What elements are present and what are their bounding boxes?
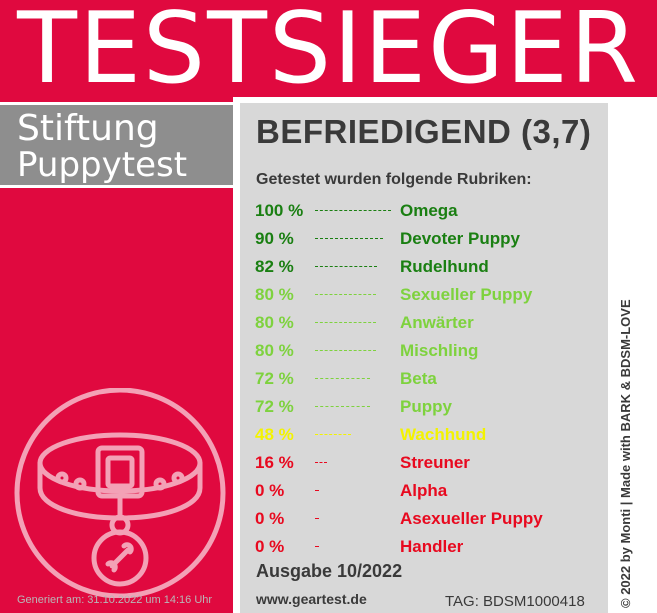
issue-label: Ausgabe 10/2022: [256, 561, 403, 581]
category-percent: 0 %: [255, 509, 285, 528]
category-percent: 16 %: [255, 453, 294, 472]
side-copyright: © 2022 by Monti | Made with BARK & BDSM-…: [618, 299, 633, 608]
category-percent: 82 %: [255, 257, 294, 276]
category-name: Devoter Puppy: [400, 229, 520, 248]
category-row: 80 % Mischling: [240, 339, 608, 363]
category-name: Anwärter: [400, 313, 474, 332]
result-panel: BEFRIEDIGEND (3,7) Getestet wurden folge…: [240, 103, 608, 613]
banner-title: TESTSIEGER: [17, 0, 640, 97]
category-row: 100 % Omega: [240, 199, 608, 223]
category-name: Omega: [400, 201, 458, 220]
category-row: 80 % Sexueller Puppy: [240, 283, 608, 307]
website-link[interactable]: www.geartest.de: [256, 591, 367, 607]
category-percent: 100 %: [255, 201, 304, 220]
category-name: Puppy: [400, 397, 452, 416]
category-percent: 0 %: [255, 537, 285, 556]
category-score-bar: [315, 294, 376, 295]
category-name: Mischling: [400, 341, 479, 360]
category-name: Beta: [400, 369, 437, 388]
tag-id: TAG: BDSM1000418: [445, 593, 585, 610]
brand-name-line2: Puppytest: [17, 145, 188, 185]
category-score-bar: [315, 322, 376, 323]
category-score-bar: [315, 406, 370, 407]
category-percent: 80 %: [255, 285, 294, 304]
category-row: 72 % Puppy: [240, 395, 608, 419]
generated-timestamp: Generiert am: 31.10.2022 um 14:16 Uhr: [17, 594, 213, 606]
category-row: 0 % Asexueller Puppy: [240, 507, 608, 531]
category-score-bar: [315, 490, 319, 491]
category-score-bar: [315, 378, 370, 379]
category-name: Rudelhund: [400, 257, 489, 276]
category-percent: 48 %: [255, 425, 294, 444]
category-percent: 72 %: [255, 397, 294, 416]
category-percent: 0 %: [255, 481, 285, 500]
category-score-bar: [315, 210, 391, 211]
category-name: Asexueller Puppy: [400, 509, 543, 528]
dog-collar-icon: [14, 388, 226, 598]
brand-box: Stiftung Puppytest: [0, 102, 233, 188]
category-row: 80 % Anwärter: [240, 311, 608, 335]
overall-rating: BEFRIEDIGEND (3,7): [256, 113, 592, 150]
category-percent: 72 %: [255, 369, 294, 388]
category-row: 90 % Devoter Puppy: [240, 227, 608, 251]
category-percent: 90 %: [255, 229, 294, 248]
category-score-bar: [315, 518, 319, 519]
category-row: 0 % Handler: [240, 535, 608, 559]
category-name: Streuner: [400, 453, 470, 472]
category-score-bar: [315, 462, 327, 463]
category-name: Alpha: [400, 481, 448, 500]
category-name: Sexueller Puppy: [400, 285, 533, 304]
category-name: Wachhund: [400, 425, 487, 444]
categories-intro: Getestet wurden folgende Rubriken:: [256, 171, 532, 188]
category-score-bar: [315, 434, 351, 435]
category-row: 16 % Streuner: [240, 451, 608, 475]
category-percent: 80 %: [255, 341, 294, 360]
category-score-bar: [315, 546, 319, 547]
category-row: 72 % Beta: [240, 367, 608, 391]
category-row: 82 % Rudelhund: [240, 255, 608, 279]
category-percent: 80 %: [255, 313, 294, 332]
category-score-bar: [315, 238, 383, 239]
category-score-bar: [315, 266, 377, 267]
category-row: 0 % Alpha: [240, 479, 608, 503]
category-score-bar: [315, 350, 376, 351]
category-row: 48 % Wachhund: [240, 423, 608, 447]
testsieger-banner: TESTSIEGER: [0, 0, 657, 97]
brand-name-line1: Stiftung: [17, 108, 159, 149]
category-name: Handler: [400, 537, 464, 556]
